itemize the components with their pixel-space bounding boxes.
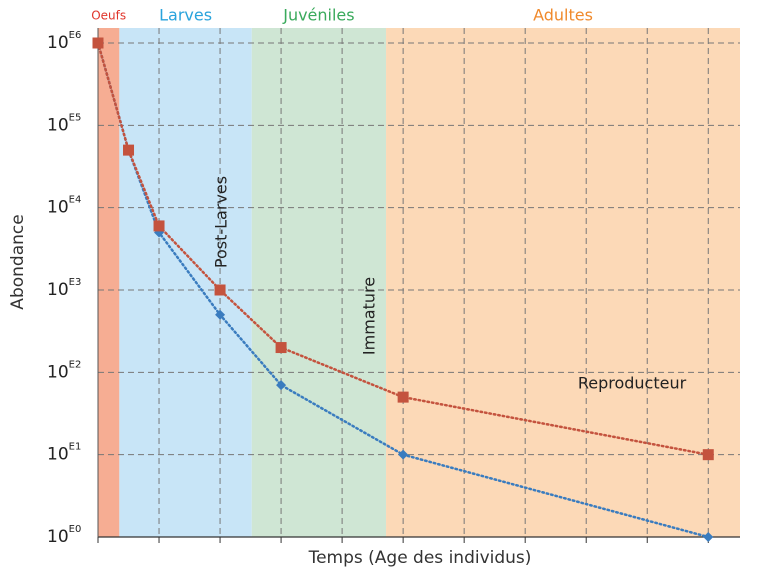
stage-label: Oeufs [91,9,126,23]
y-tick-label: 10E6 [47,30,81,53]
y-tick-label: 10E4 [47,195,81,218]
stage-band [386,28,740,537]
stage-band [98,28,120,537]
annotation: Immature [360,277,379,355]
marker [703,532,714,542]
x-axis-title: Temps (Age des individus) [308,548,532,568]
y-axis-title: Abondance [8,214,28,309]
marker [397,391,409,403]
y-tick-label: 10E3 [47,277,81,300]
y-tick-label: 10E1 [47,442,81,465]
marker [123,144,135,156]
stage-band [119,28,252,537]
y-tick-label: 10E2 [47,359,81,382]
y-tick-label: 10E5 [47,112,81,135]
y-tick-label: 10E0 [47,524,81,547]
stage-label: Larves [159,6,212,25]
annotation: Post-Larves [212,176,231,268]
marker [398,449,409,460]
marker [92,37,104,49]
grid [97,28,740,543]
marker [153,220,165,232]
marker [214,284,226,296]
stage-band [251,28,387,537]
stage-bands [98,28,740,537]
marker [215,309,226,320]
marker [702,449,714,461]
stage-label: Juvéniles [282,6,354,25]
marker [276,380,287,391]
annotation: Reproducteur [578,374,687,393]
marker [275,342,287,354]
stage-label: Adultes [533,6,593,25]
plot [92,37,714,542]
